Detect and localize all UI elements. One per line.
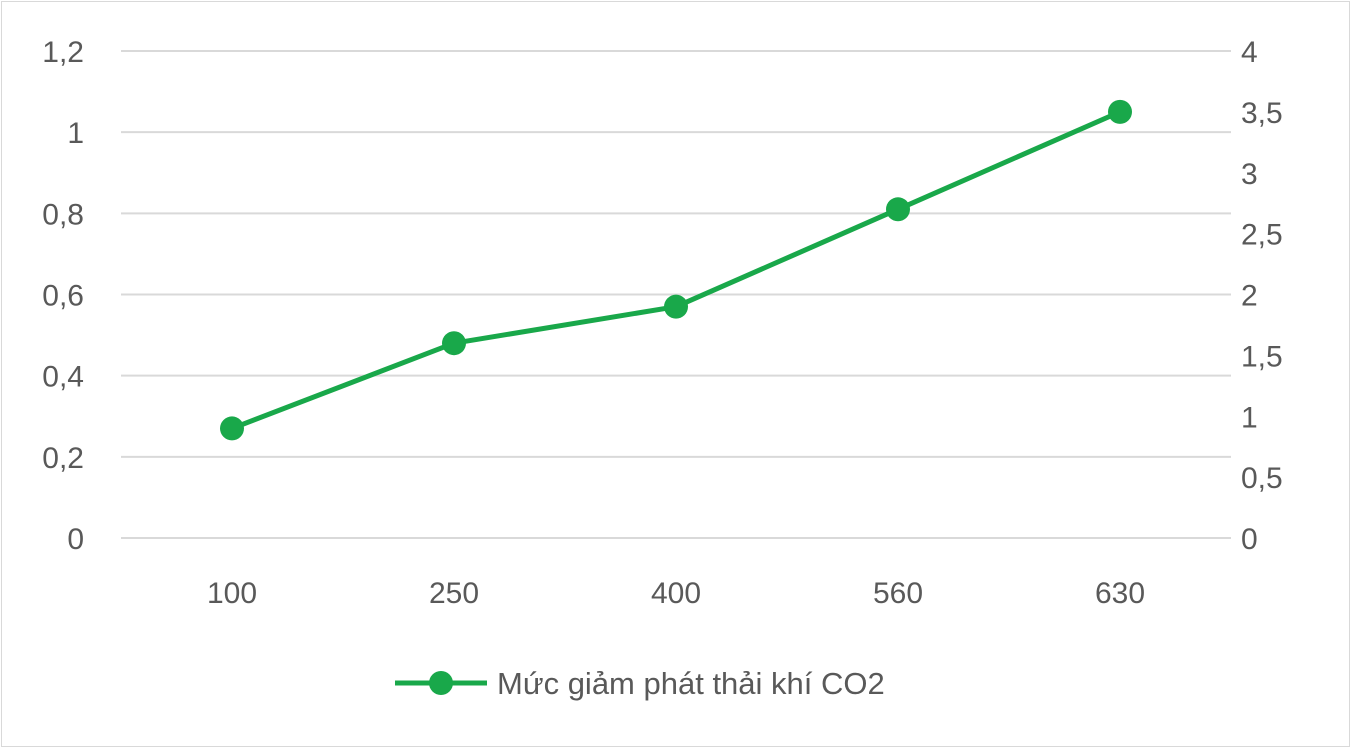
right-y-tick-label: 0 bbox=[1241, 523, 1258, 556]
left-y-tick-label: 0,4 bbox=[42, 361, 84, 394]
right-y-tick-label: 2,5 bbox=[1241, 219, 1283, 252]
right-y-tick-label: 1 bbox=[1241, 401, 1258, 434]
left-y-tick-label: 0,6 bbox=[42, 280, 84, 313]
x-tick-label: 250 bbox=[429, 577, 479, 610]
data-point bbox=[886, 197, 910, 222]
x-tick-label: 560 bbox=[873, 577, 923, 610]
left-y-tick-label: 0,8 bbox=[42, 198, 84, 231]
left-y-tick-label: 1 bbox=[67, 117, 84, 150]
legend-label: Mức giảm phát thải khí CO2 bbox=[497, 666, 885, 701]
series-layer bbox=[220, 99, 1132, 441]
data-point bbox=[220, 416, 244, 441]
data-point bbox=[664, 294, 688, 319]
legend-dot-marker bbox=[429, 671, 453, 695]
right-y-axis: 0 0,5 1 1,5 2 2,5 3 3,5 4 bbox=[1241, 36, 1283, 556]
data-point bbox=[1108, 99, 1132, 124]
x-tick-label: 400 bbox=[651, 577, 701, 610]
left-y-tick-label: 1,2 bbox=[42, 36, 84, 69]
left-y-axis: 0 0,2 0,4 0,6 0,8 1 1,2 bbox=[42, 36, 84, 556]
left-y-tick-label: 0 bbox=[67, 523, 84, 556]
left-y-tick-label: 0,2 bbox=[42, 442, 84, 475]
right-y-tick-label: 3,5 bbox=[1241, 97, 1283, 130]
right-y-tick-label: 3 bbox=[1241, 158, 1258, 191]
right-y-tick-label: 1,5 bbox=[1241, 340, 1283, 373]
right-y-tick-label: 4 bbox=[1241, 36, 1258, 69]
series-line bbox=[229, 109, 1123, 431]
gridlines bbox=[121, 50, 1231, 539]
x-tick-label: 100 bbox=[207, 577, 257, 610]
x-axis: 100 250 400 560 630 bbox=[207, 577, 1145, 610]
data-point bbox=[442, 331, 466, 356]
right-y-tick-label: 2 bbox=[1241, 280, 1258, 313]
legend[interactable]: Mức giảm phát thải khí CO2 bbox=[395, 666, 885, 701]
right-y-tick-label: 0,5 bbox=[1241, 462, 1283, 495]
x-tick-label: 630 bbox=[1095, 577, 1145, 610]
